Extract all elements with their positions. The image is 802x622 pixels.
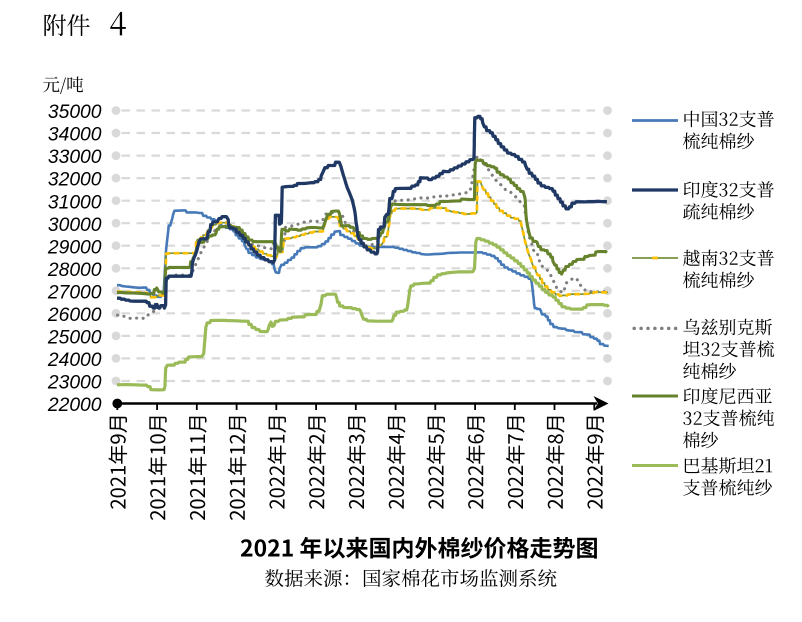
svg-text:25000: 25000	[47, 328, 102, 349]
svg-text:26000: 26000	[47, 305, 102, 326]
svg-text:22000: 22000	[47, 395, 102, 416]
svg-text:24000: 24000	[47, 350, 102, 371]
svg-text:34000: 34000	[48, 125, 102, 146]
svg-text:29000: 29000	[47, 237, 102, 258]
svg-text:30000: 30000	[48, 215, 102, 236]
svg-text:35000: 35000	[48, 102, 102, 123]
svg-text:31000: 31000	[48, 192, 102, 213]
svg-text:33000: 33000	[48, 147, 102, 168]
svg-text:28000: 28000	[47, 260, 102, 281]
svg-text:23000: 23000	[47, 373, 102, 394]
svg-text:27000: 27000	[47, 282, 102, 303]
svg-text:32000: 32000	[48, 170, 102, 191]
